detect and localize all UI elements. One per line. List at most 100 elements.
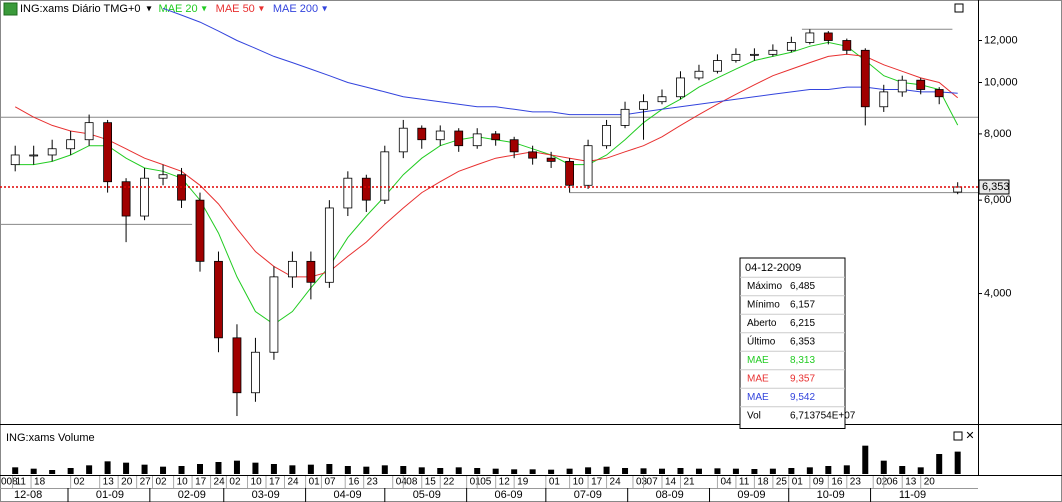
x-tick-label: 08	[406, 477, 418, 488]
candle-body	[66, 139, 76, 150]
x-tick-label: 01	[549, 477, 561, 488]
volume-bar	[233, 460, 240, 474]
y-tick-label: 10,000	[984, 76, 1018, 88]
volume-bar	[548, 469, 555, 474]
candle-body	[953, 186, 963, 193]
legend-arrow: ▾	[322, 4, 327, 15]
x-tick-label: 12	[499, 477, 511, 488]
candle-body	[361, 177, 371, 201]
info-label: Máximo	[747, 281, 782, 292]
candle-body	[491, 133, 501, 141]
volume-bar	[492, 468, 499, 474]
volume-bar	[141, 464, 148, 474]
candle-body	[934, 89, 944, 98]
candle-body	[417, 127, 427, 141]
x-tick-label: 02	[229, 477, 241, 488]
volume-bar	[270, 464, 277, 474]
info-box-frame	[739, 257, 846, 429]
candle-body	[103, 122, 112, 183]
info-box: 04-12-2009 Máximo 6,485 Mínimo 6,157 Aberto 6,…	[739, 257, 856, 429]
volume-bar	[751, 469, 758, 474]
volume-bar	[381, 465, 388, 474]
x-tick-label: 03	[636, 477, 648, 488]
month-label: 05-09	[413, 489, 441, 501]
info-value: 8,313	[790, 355, 815, 366]
volume-bar	[899, 466, 906, 474]
candle-body	[620, 108, 630, 126]
info-date: 04-12-2009	[745, 262, 801, 274]
info-value: 6,713754E+07	[790, 411, 856, 422]
volume-maximize-button[interactable]	[953, 431, 963, 441]
volume-bar	[880, 460, 887, 474]
symbol-icon[interactable]	[3, 2, 18, 16]
candle-body	[713, 60, 722, 72]
volume-bar	[455, 467, 462, 474]
volume-bar	[603, 466, 610, 474]
info-label: Vol	[747, 411, 761, 422]
x-tick-label: 13	[103, 477, 115, 488]
x-tick-label: 01	[792, 477, 804, 488]
candle-body	[398, 127, 408, 153]
volume-bar	[511, 469, 518, 474]
volume-title: ING:xams Volume	[6, 432, 95, 444]
volume-bar	[437, 468, 444, 474]
candle-body	[879, 91, 889, 108]
volume-bar	[843, 465, 850, 474]
x-tick-label: 01	[470, 477, 482, 488]
info-label: Mínimo	[747, 300, 780, 311]
volume-bar	[622, 468, 629, 474]
info-label: MAE	[747, 374, 769, 385]
volume-bar	[585, 467, 592, 474]
volume-bar	[917, 467, 924, 474]
x-tick-label: 20	[924, 477, 936, 488]
volume-close-button[interactable]: ✕	[965, 430, 974, 442]
candle-body	[195, 199, 205, 262]
legend-arrow: ▾	[259, 4, 264, 15]
x-tick-label: 19	[517, 477, 529, 488]
candle-body	[583, 145, 593, 186]
x-tick-label: 23	[850, 477, 862, 488]
volume-bar	[49, 470, 56, 474]
candle-body	[232, 337, 242, 394]
info-label: Último	[747, 335, 776, 348]
x-tick-label: 17	[195, 477, 207, 488]
volume-bar	[714, 468, 721, 474]
candle-body	[324, 207, 334, 283]
moving-average-line	[14, 53, 959, 278]
x-tick-label: 17	[591, 477, 603, 488]
x-tick-label: 21	[683, 477, 695, 488]
month-label: 11-09	[899, 489, 926, 501]
info-value: 6,353	[790, 337, 815, 348]
x-tick-label: 16	[348, 477, 360, 488]
legend-entry: MAE 20	[159, 3, 198, 15]
candle-body	[805, 32, 815, 43]
candle-body	[287, 260, 297, 278]
month-label: 06-09	[495, 489, 523, 501]
volume-bar	[289, 465, 296, 474]
legend: ING:xams Diário TMG+0	[20, 3, 141, 15]
x-tick-label: 05	[480, 477, 492, 488]
volume-bar	[732, 468, 739, 474]
volume-bar	[30, 468, 37, 474]
candle-body	[10, 154, 20, 166]
candle-body	[750, 53, 759, 56]
candle-body	[47, 148, 57, 156]
maximize-button[interactable]	[954, 3, 964, 13]
candle-body	[306, 260, 316, 283]
candle-body	[897, 79, 907, 93]
volume-bar	[215, 462, 222, 474]
volume-bar	[806, 467, 813, 474]
x-tick-label: 04	[396, 477, 408, 488]
candle-body	[380, 151, 390, 201]
x-tick-label: 22	[443, 477, 455, 488]
legend-entry: MAE 50	[216, 3, 255, 15]
legend-arrow: ▾	[147, 4, 152, 15]
candle-body	[602, 125, 611, 147]
candle-body	[676, 77, 685, 98]
candle-body	[214, 260, 223, 339]
volume-bar	[418, 467, 425, 474]
x-tick-label: 02	[155, 477, 167, 488]
candle-body	[546, 157, 556, 162]
candle-body	[435, 130, 445, 141]
info-value: 9,357	[790, 374, 815, 385]
